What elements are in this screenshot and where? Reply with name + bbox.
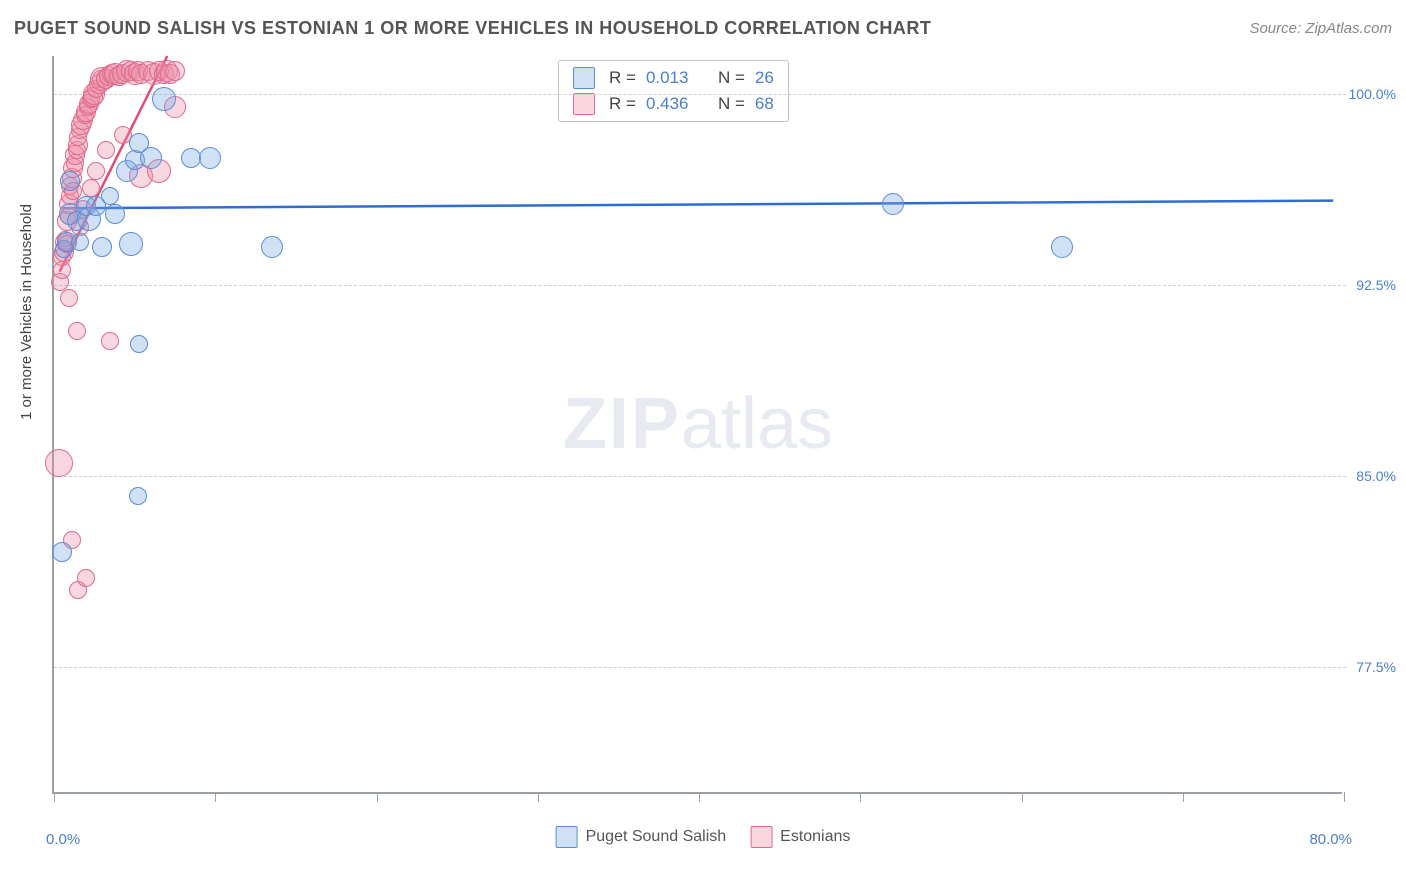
y-tick-label: 85.0% [1346,468,1396,484]
series-legend-label: Puget Sound Salish [586,828,727,846]
data-point [140,147,162,169]
x-tick [538,792,539,802]
stats-legend: R = 0.013 N = 26 R = 0.436 N = 68 [558,60,789,122]
data-point [261,236,283,258]
gridline [54,94,1346,95]
x-tick [1183,792,1184,802]
series-legend-label: Estonians [780,828,850,846]
x-tick [215,792,216,802]
watermark: ZIPatlas [563,383,833,465]
y-tick-label: 92.5% [1346,277,1396,293]
legend-swatch [573,93,595,115]
data-point [882,193,904,215]
data-point [60,171,80,191]
data-point [119,232,143,256]
x-min-label: 0.0% [46,831,80,848]
legend-swatch [573,67,595,89]
n-label: N = [718,94,745,114]
y-axis-label: 1 or more Vehicles in Household [18,204,35,420]
data-point [60,289,78,307]
data-point [101,332,119,350]
data-point [105,204,125,224]
gridline [54,667,1346,668]
n-value: 26 [755,68,774,88]
y-tick-label: 100.0% [1346,86,1396,102]
x-tick [377,792,378,802]
stats-legend-row: R = 0.436 N = 68 [573,93,774,115]
legend-swatch [556,826,578,848]
r-label: R = [609,68,636,88]
gridline [54,476,1346,477]
trend-line [63,201,1333,209]
chart-source: Source: ZipAtlas.com [1249,20,1392,37]
r-label: R = [609,94,636,114]
r-value: 0.436 [646,94,694,114]
data-point [45,449,73,477]
series-legend: Puget Sound Salish Estonians [556,826,851,848]
x-tick [1022,792,1023,802]
chart-title: PUGET SOUND SALISH VS ESTONIAN 1 OR MORE… [14,18,931,39]
data-point [97,141,115,159]
title-bar: PUGET SOUND SALISH VS ESTONIAN 1 OR MORE… [14,18,1392,39]
data-point [71,233,89,251]
data-point [77,569,95,587]
y-tick-label: 77.5% [1346,659,1396,675]
data-point [87,162,105,180]
chart-container: PUGET SOUND SALISH VS ESTONIAN 1 OR MORE… [0,0,1406,892]
x-tick [860,792,861,802]
data-point [130,335,148,353]
data-point [199,147,221,169]
stats-legend-row: R = 0.013 N = 26 [573,67,774,89]
data-point [181,148,201,168]
data-point [129,487,147,505]
gridline [54,285,1346,286]
x-tick [1344,792,1345,802]
x-tick [54,792,55,802]
n-value: 68 [755,94,774,114]
watermark-thin: atlas [681,384,833,464]
x-tick [699,792,700,802]
plot-region: ZIPatlas R =0.013N =26R =0.436N =68 77.5… [52,56,1342,794]
data-point [92,237,112,257]
legend-swatch [750,826,772,848]
n-label: N = [718,68,745,88]
data-point [101,187,119,205]
r-value: 0.013 [646,68,694,88]
series-legend-item: Puget Sound Salish [556,826,727,848]
watermark-bold: ZIP [563,384,681,464]
x-max-label: 80.0% [1309,831,1352,848]
data-point [165,61,185,81]
data-point [82,179,100,197]
data-point [152,87,176,111]
data-point [52,542,72,562]
data-point [68,322,86,340]
series-legend-item: Estonians [750,826,850,848]
trend-lines [54,56,1342,792]
data-point [1051,236,1073,258]
